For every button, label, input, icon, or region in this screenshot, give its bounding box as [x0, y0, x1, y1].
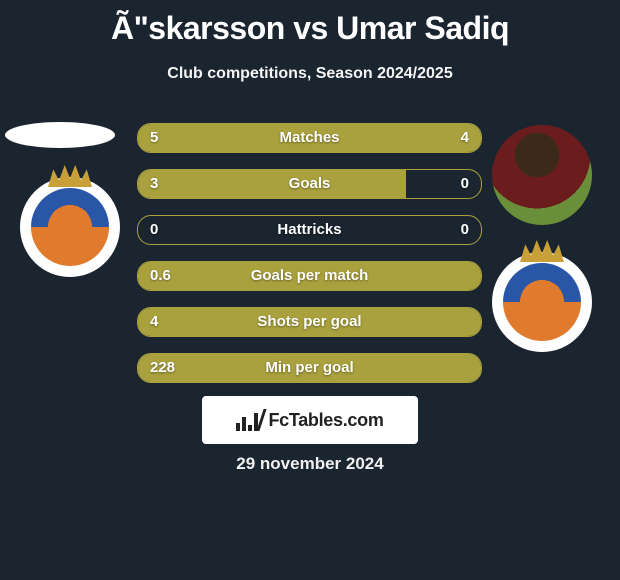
stat-row: 228 Min per goal	[137, 353, 482, 383]
stat-value-right: 0	[461, 216, 469, 244]
stat-row: 5 Matches 4	[137, 123, 482, 153]
stat-label: Goals per match	[138, 262, 481, 290]
club-badge-left	[20, 177, 120, 277]
stat-value-left: 0.6	[150, 262, 171, 290]
bars-icon	[236, 409, 262, 431]
club-badge-left-inner	[31, 188, 109, 266]
stat-row: 3 Goals 0	[137, 169, 482, 199]
crown-icon	[48, 165, 92, 187]
page-subtitle: Club competitions, Season 2024/2025	[0, 65, 620, 83]
stat-row: 0.6 Goals per match	[137, 261, 482, 291]
brand-badge: FcTables.com	[202, 396, 418, 444]
club-badge-right-inner	[503, 263, 581, 341]
stat-value-right: 0	[461, 170, 469, 198]
stat-value-left: 5	[150, 124, 158, 152]
stat-row: 4 Shots per goal	[137, 307, 482, 337]
stat-label: Matches	[138, 124, 481, 152]
brand-text: FcTables.com	[268, 410, 383, 431]
stat-value-left: 3	[150, 170, 158, 198]
date-text: 29 november 2024	[0, 454, 620, 474]
club-badge-right	[492, 252, 592, 352]
stat-value-left: 0	[150, 216, 158, 244]
stat-label: Goals	[138, 170, 481, 198]
crown-icon	[520, 240, 564, 262]
page-title: Ã"skarsson vs Umar Sadiq	[0, 0, 620, 47]
stat-label: Min per goal	[138, 354, 481, 382]
stat-label: Hattricks	[138, 216, 481, 244]
player-right-avatar	[492, 125, 592, 225]
stat-row: 0 Hattricks 0	[137, 215, 482, 245]
stat-value-left: 4	[150, 308, 158, 336]
stat-label: Shots per goal	[138, 308, 481, 336]
player-left-avatar	[5, 122, 115, 148]
stat-value-right: 4	[461, 124, 469, 152]
stat-value-left: 228	[150, 354, 175, 382]
comparison-bars: 5 Matches 4 3 Goals 0 0 Hattricks 0 0.6 …	[137, 123, 482, 399]
